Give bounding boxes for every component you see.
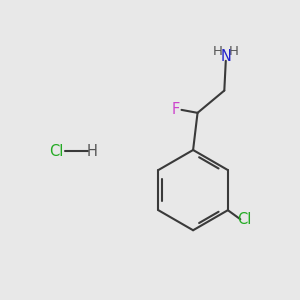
Text: H: H — [229, 45, 239, 58]
Text: F: F — [172, 102, 180, 117]
Text: Cl: Cl — [49, 144, 64, 159]
Text: Cl: Cl — [238, 212, 252, 227]
Text: N: N — [220, 50, 231, 64]
Text: H: H — [213, 45, 223, 58]
Text: H: H — [87, 144, 98, 159]
